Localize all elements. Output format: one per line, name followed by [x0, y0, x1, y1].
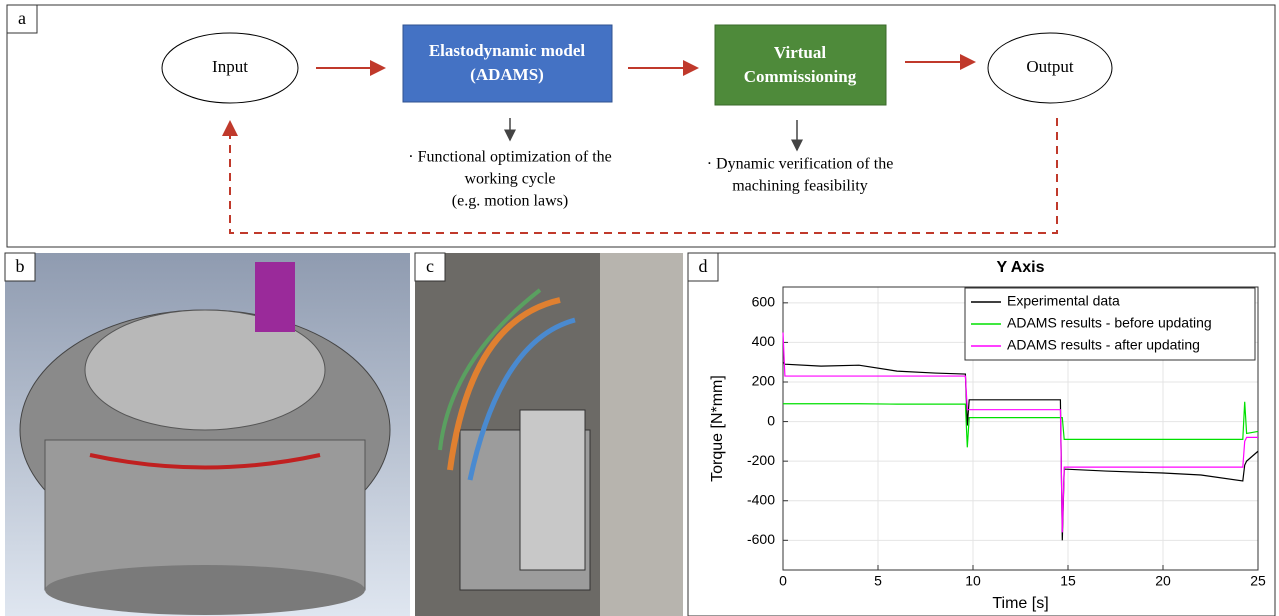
legend-label: Experimental data [1007, 293, 1120, 309]
note: machining feasibility [732, 178, 868, 195]
y-tick-label: 400 [752, 333, 776, 349]
y-tick-label: -200 [747, 452, 775, 468]
image-shape [600, 253, 683, 616]
note: working cycle [464, 171, 555, 188]
y-tick-label: 0 [767, 412, 775, 428]
panel-label: b [16, 256, 25, 276]
node [715, 25, 886, 105]
figure: a Input Elastodynamic model (ADAMS) Virt… [0, 0, 1279, 616]
y-tick-label: -400 [747, 491, 775, 507]
y-axis-label: Torque [N*mm] [709, 375, 726, 482]
x-tick-label: 15 [1060, 573, 1076, 589]
image-shape [45, 565, 365, 615]
x-tick-label: 20 [1155, 573, 1171, 589]
y-tick-label: 200 [752, 373, 776, 389]
panel-label: a [18, 8, 26, 28]
image-shape [520, 410, 585, 570]
legend-label: ADAMS results - after updating [1007, 337, 1200, 353]
node-label: Elastodynamic model [429, 41, 586, 60]
x-tick-label: 25 [1250, 573, 1266, 589]
panel-label: c [426, 256, 434, 276]
note: · Dynamic verification of the [707, 156, 894, 173]
x-axis-label: Time [s] [992, 595, 1048, 612]
panel-label: d [699, 256, 708, 276]
legend-label: ADAMS results - before updating [1007, 315, 1212, 331]
x-tick-label: 10 [965, 573, 981, 589]
x-tick-label: 0 [779, 573, 787, 589]
node-label: Input [212, 57, 248, 76]
node-label: Commissioning [744, 67, 857, 86]
note: · Functional optimization of the [408, 149, 612, 166]
node-label: Virtual [774, 43, 827, 62]
image-shape [255, 262, 295, 332]
y-tick-label: 600 [752, 294, 776, 310]
node-label: (ADAMS) [470, 65, 544, 84]
node [403, 25, 612, 102]
chart-title: Y Axis [996, 259, 1044, 276]
note: (e.g. motion laws) [452, 193, 568, 210]
node-label: Output [1026, 57, 1074, 76]
y-tick-label: -600 [747, 531, 775, 547]
x-tick-label: 5 [874, 573, 882, 589]
